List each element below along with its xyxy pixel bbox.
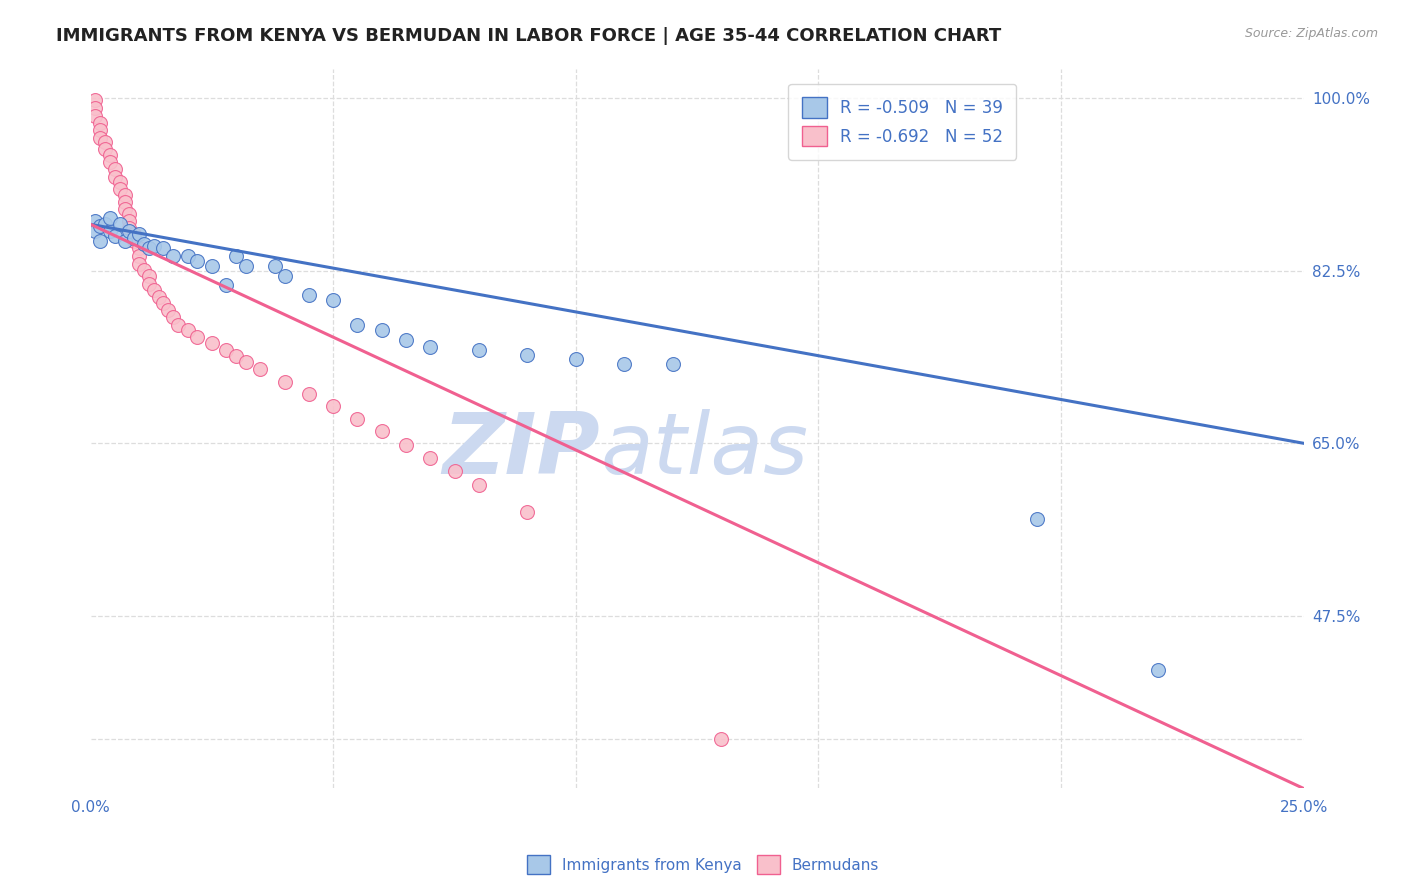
Point [186,253,208,268]
Point [89,116,111,130]
Point [84,93,107,107]
Point [118,221,141,235]
Point [142,239,165,253]
Point [114,202,136,216]
Point [1025,512,1047,526]
Point [215,343,238,357]
Point [167,318,190,332]
Point [370,323,392,337]
Text: ZIP: ZIP [443,409,600,491]
Point [84,101,107,115]
Point [89,219,111,234]
Point [1147,663,1170,677]
Point [89,122,111,136]
Point [89,234,111,248]
Point [346,411,368,425]
Point [225,249,247,263]
Point [128,257,150,271]
Point [108,175,131,189]
Point [128,241,150,255]
Point [176,323,198,337]
Point [118,224,141,238]
Point [273,268,295,283]
Point [84,214,107,228]
Point [264,259,287,273]
Point [322,293,344,308]
Text: Source: ZipAtlas.com: Source: ZipAtlas.com [1244,27,1378,40]
Point [124,231,146,245]
Legend: R = -0.509   N = 39, R = -0.692   N = 52: R = -0.509 N = 39, R = -0.692 N = 52 [789,84,1017,160]
Point [249,362,271,376]
Point [138,268,160,283]
Point [176,249,198,263]
Point [89,130,111,145]
Point [157,303,180,318]
Point [516,347,538,361]
Point [395,438,418,452]
Point [710,732,733,747]
Point [118,214,141,228]
Point [118,207,141,221]
Point [104,229,127,244]
Point [162,310,184,324]
Point [273,375,295,389]
Point [201,335,224,350]
Point [114,234,136,248]
Point [443,464,465,478]
Point [94,142,117,156]
Point [298,387,321,401]
Point [468,343,491,357]
Point [98,148,121,162]
Point [370,425,392,439]
Point [114,187,136,202]
Point [419,340,441,354]
Point [468,477,491,491]
Point [104,162,127,177]
Point [235,355,257,369]
Point [104,169,127,184]
Point [114,194,136,209]
Point [98,224,121,238]
Point [94,218,117,232]
Point [98,211,121,226]
Text: atlas: atlas [600,409,808,491]
Point [565,352,588,367]
Point [148,290,170,304]
Point [419,451,441,466]
Point [322,399,344,413]
Text: IMMIGRANTS FROM KENYA VS BERMUDAN IN LABOR FORCE | AGE 35-44 CORRELATION CHART: IMMIGRANTS FROM KENYA VS BERMUDAN IN LAB… [56,27,1001,45]
Point [162,249,184,263]
Point [613,357,636,371]
Point [98,155,121,169]
Point [235,259,257,273]
Point [142,284,165,298]
Point [516,505,538,519]
Point [215,278,238,293]
Point [84,109,107,123]
Point [138,241,160,255]
Point [84,224,107,238]
Point [346,318,368,332]
Point [94,136,117,150]
Point [152,296,174,310]
Point [132,262,155,277]
Legend: Immigrants from Kenya, Bermudans: Immigrants from Kenya, Bermudans [520,849,886,880]
Point [152,241,174,255]
Point [138,277,160,291]
Point [108,182,131,196]
Point [395,333,418,347]
Point [124,234,146,248]
Point [132,237,155,252]
Point [225,350,247,364]
Point [108,218,131,232]
Point [124,227,146,242]
Point [128,227,150,242]
Point [298,288,321,302]
Point [201,259,224,273]
Point [186,330,208,344]
Point [662,357,685,371]
Point [128,249,150,263]
